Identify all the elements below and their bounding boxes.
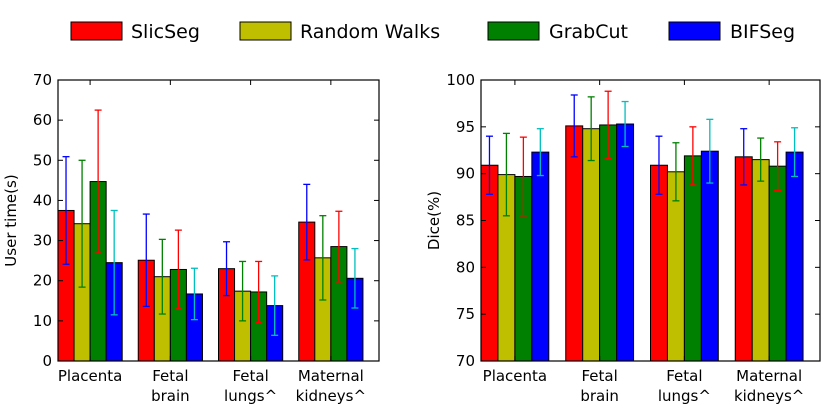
x-tick-label: Fetal: [152, 367, 188, 385]
bar-grabcut-1: [599, 124, 618, 362]
bar-slicseg-3: [734, 156, 753, 362]
legend-swatch-random-walks: [239, 21, 292, 41]
bar-grabcut-3: [768, 165, 787, 362]
y-tick-label: 100: [446, 71, 475, 89]
y-tick-label: 70: [456, 352, 475, 370]
y-tick-label: 80: [456, 258, 475, 276]
bar-slicseg-1: [565, 125, 584, 362]
plot-frame: [57, 79, 380, 362]
legend-label-bifseg: BIFSeg: [730, 21, 795, 43]
bar-random-walks-1: [582, 128, 601, 362]
y-tick-label: 70: [33, 71, 52, 89]
y-tick-label: 50: [33, 151, 52, 169]
bar-bifseg-0: [531, 151, 550, 362]
y-tick-label: 95: [456, 118, 475, 136]
x-tick-label: Placenta: [483, 367, 547, 385]
bar-bifseg-3: [785, 151, 804, 362]
legend-label-random-walks: Random Walks: [300, 21, 440, 43]
x-tick-label: brain: [580, 387, 619, 405]
bar-bifseg-1: [616, 123, 635, 362]
y-tick-label: 0: [42, 352, 52, 370]
y-tick-label: 85: [456, 212, 475, 230]
x-tick-label: Maternal: [298, 367, 364, 385]
x-tick-label: brain: [151, 387, 190, 405]
legend-swatch-slicseg: [70, 21, 123, 41]
legend-swatch-bifseg: [668, 21, 721, 41]
user-time-chart: 0 10 20 30 40 50 60 70 Placenta Fetal brain Fetal lu…: [2, 71, 380, 405]
y-tick-label: 30: [33, 232, 52, 250]
legend-label-grabcut: GrabCut: [549, 21, 628, 43]
x-tick-label: kidneys^: [296, 387, 366, 405]
legend: SlicSeg Random Walks GrabCut BIFSeg: [70, 21, 795, 43]
x-tick-label: lungs^: [658, 387, 711, 405]
x-tick-label: Placenta: [58, 367, 122, 385]
y-tick-label: 40: [33, 191, 52, 209]
y-tick-label: 60: [33, 111, 52, 129]
dice-chart: 70 75 80 85 90 95 100 Placenta Fetal brain Fetal lu…: [425, 71, 821, 405]
bar-grabcut-2: [683, 155, 702, 362]
x-tick-label: Maternal: [736, 367, 802, 385]
y-tick-label: 90: [456, 165, 475, 183]
bar-random-walks-3: [751, 159, 770, 362]
y-tick-label: 20: [33, 272, 52, 290]
x-tick-label: Fetal: [666, 367, 702, 385]
y-axis-title: User time(s): [2, 174, 20, 266]
legend-swatch-grabcut: [487, 21, 540, 41]
y-tick-label: 10: [33, 312, 52, 330]
x-tick-label: kidneys^: [734, 387, 804, 405]
y-tick-label: 75: [456, 305, 475, 323]
x-tick-label: lungs^: [224, 387, 277, 405]
y-axis-title: Dice(%): [425, 191, 443, 250]
x-tick-label: Fetal: [232, 367, 268, 385]
x-tick-label: Fetal: [582, 367, 618, 385]
legend-label-slicseg: SlicSeg: [131, 21, 200, 43]
